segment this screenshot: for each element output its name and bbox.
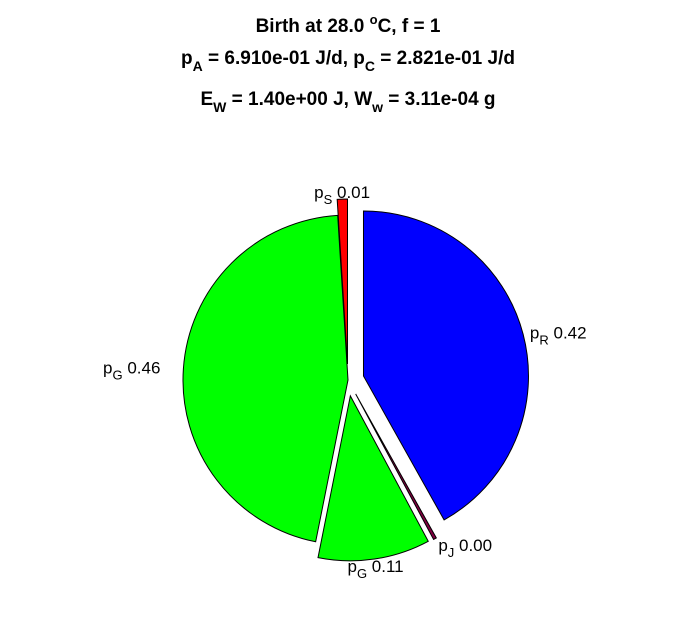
title-text: C, f = 1 [378, 16, 441, 37]
label-base: p [103, 358, 112, 377]
label-base: p [314, 183, 323, 202]
label-base: p [347, 557, 356, 576]
title-text: p [181, 48, 193, 69]
title-sub: W [213, 99, 227, 115]
slice-label: pR 0.42 [530, 324, 587, 348]
label-value: 0.46 [123, 358, 161, 377]
title-text: = 1.40e+00 J, W [226, 89, 372, 110]
title-sub: w [371, 99, 383, 115]
label-base: p [530, 324, 539, 343]
title-sub: C [365, 58, 375, 74]
title-text: E [200, 89, 213, 110]
slice-label: pG 0.46 [103, 358, 160, 382]
slice-label: pS 0.01 [314, 183, 370, 207]
label-sub: G [357, 566, 367, 581]
title-text: = 6.910e-01 J/d, p [203, 48, 365, 69]
label-sub: J [448, 545, 455, 560]
label-sub: S [324, 192, 333, 207]
label-sub: G [112, 367, 122, 382]
label-value: 0.42 [549, 324, 587, 343]
chart-title: Birth at 28.0 oC, f = 1 [256, 12, 441, 37]
label-value: 0.00 [454, 536, 492, 555]
label-value: 0.01 [332, 183, 370, 202]
title-sup: o [370, 12, 378, 27]
pie-slice [182, 214, 349, 543]
slice-label: pJ 0.00 [438, 536, 492, 560]
chart-title: pA = 6.910e-01 J/d, pC = 2.821e-01 J/d [181, 48, 515, 74]
pie-slice [336, 198, 348, 365]
label-sub: R [539, 333, 548, 348]
title-text: = 2.821e-01 J/d [375, 48, 515, 69]
title-sub: A [193, 58, 203, 74]
pie-slice [355, 393, 437, 541]
title-text: Birth at 28.0 [256, 16, 370, 37]
pie-slice [317, 394, 429, 562]
slice-label: pG 0.11 [347, 557, 403, 581]
label-value: 0.11 [367, 557, 404, 576]
chart-title: EW = 1.40e+00 J, Ww = 3.11e-04 g [200, 89, 495, 115]
pie-slice [362, 210, 529, 521]
title-text: = 3.11e-04 g [383, 89, 496, 110]
label-base: p [438, 536, 447, 555]
